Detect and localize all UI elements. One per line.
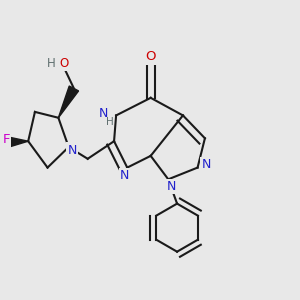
Text: H: H xyxy=(47,57,56,70)
Text: N: N xyxy=(167,180,176,193)
Polygon shape xyxy=(58,86,79,118)
Text: H: H xyxy=(106,117,114,127)
Text: O: O xyxy=(60,57,69,70)
Text: N: N xyxy=(68,143,77,157)
Text: N: N xyxy=(202,158,211,171)
Text: N: N xyxy=(120,169,130,182)
Text: N: N xyxy=(99,106,109,120)
Polygon shape xyxy=(8,137,28,147)
Text: O: O xyxy=(146,50,156,63)
Text: F: F xyxy=(2,133,10,146)
